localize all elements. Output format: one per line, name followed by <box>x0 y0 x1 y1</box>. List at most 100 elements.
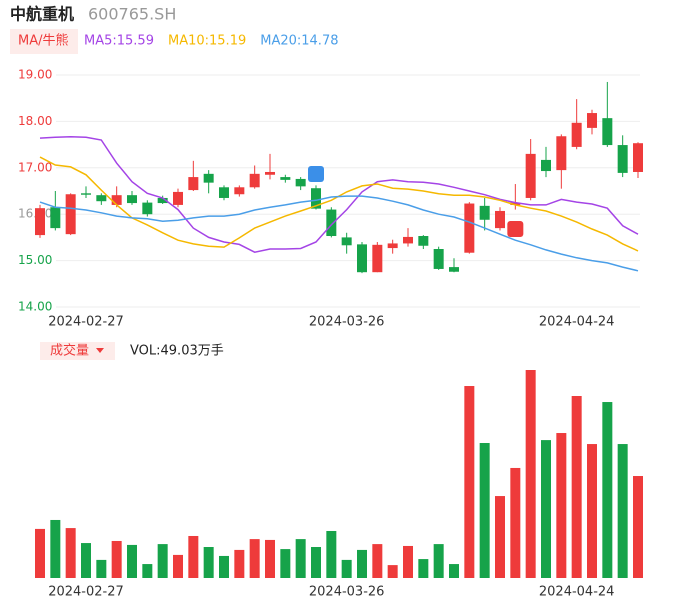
x-tick-label: 2024-03-26 <box>309 315 385 330</box>
volume-bar <box>556 433 567 578</box>
volume-bar <box>495 496 505 578</box>
candle-body <box>265 171 275 175</box>
volume-bar <box>157 544 168 578</box>
candle-body <box>571 122 582 147</box>
candle-body <box>341 237 352 246</box>
legend-entry: MA5:15.59 <box>84 34 154 49</box>
candle-body <box>311 188 321 209</box>
candle-body <box>219 187 229 198</box>
candle-body <box>157 197 168 204</box>
candle-body <box>249 173 260 188</box>
x-tick-label: 2024-02-27 <box>48 315 124 330</box>
candle-body <box>81 193 91 195</box>
candle-body <box>556 136 567 171</box>
volume-bar <box>602 402 613 578</box>
candle-body <box>418 236 429 246</box>
volume-bar <box>633 476 643 578</box>
candle-body <box>525 153 536 198</box>
y-tick-label: 14.00 <box>18 300 52 314</box>
candle-body <box>203 173 214 183</box>
volume-bar <box>295 539 306 578</box>
volume-bar <box>357 549 367 578</box>
volume-bar <box>188 535 199 578</box>
volume-bar <box>203 547 214 578</box>
candle-body <box>295 178 306 187</box>
stock-name: 中航重机 <box>10 5 74 24</box>
volume-bar <box>219 555 229 578</box>
volume-bar <box>173 554 183 578</box>
volume-bar <box>510 467 521 578</box>
candle-body <box>326 209 337 237</box>
candle-body <box>111 195 122 205</box>
legend-entry: MA10:15.19 <box>168 34 246 49</box>
legend-badge[interactable] <box>10 29 78 54</box>
volume-title[interactable]: 成交量 <box>50 343 89 359</box>
ma-line <box>39 135 639 253</box>
candle-body <box>587 113 597 128</box>
volume-bar <box>311 547 321 578</box>
volume-bar <box>525 370 536 578</box>
signal-icon <box>507 221 524 237</box>
ma-line <box>39 195 639 272</box>
candle-body <box>464 203 475 253</box>
legend-title[interactable]: MA/牛熊 <box>18 33 69 49</box>
volume-bar <box>234 549 245 578</box>
volume-bar <box>617 444 628 578</box>
volume-bar <box>127 544 137 578</box>
volume-bar <box>65 528 76 578</box>
volume-bar <box>50 519 61 578</box>
volume-bar <box>418 559 429 578</box>
volume-bar <box>387 565 398 578</box>
volume-bar <box>249 539 260 578</box>
candle-body <box>35 208 45 236</box>
volume-bar <box>464 386 475 578</box>
volume-badge[interactable] <box>40 342 115 360</box>
y-tick-label: 17.00 <box>18 160 52 174</box>
volume-bar <box>142 564 153 578</box>
candle-body <box>65 194 76 235</box>
candle-body <box>234 187 245 195</box>
candle-body <box>50 207 61 229</box>
candle-body <box>387 243 398 249</box>
volume-bar <box>265 539 275 578</box>
y-tick-label: 15.00 <box>18 253 52 267</box>
x-tick-label: 2024-04-24 <box>539 585 615 600</box>
candle-body <box>96 195 107 202</box>
volume-bar <box>449 564 459 578</box>
candle-body <box>372 244 383 273</box>
volume-bar <box>571 396 582 578</box>
volume-bar <box>326 530 337 578</box>
candle-body <box>127 195 137 204</box>
candle-body <box>449 267 459 272</box>
volume-bar <box>479 443 490 578</box>
volume-bar <box>372 544 383 578</box>
volume-bar <box>111 540 122 578</box>
volume-bar <box>280 549 291 578</box>
stock-code: 600765.SH <box>88 5 176 24</box>
candle-body <box>479 205 490 220</box>
candle-body <box>541 159 551 172</box>
signal-icon <box>308 166 324 182</box>
volume-bar <box>81 543 91 578</box>
y-tick-label: 18.00 <box>18 114 52 128</box>
x-tick-label: 2024-02-27 <box>48 585 124 600</box>
legend-entry: MA20:14.78 <box>260 34 338 49</box>
volume-bar <box>541 440 551 578</box>
candle-body <box>633 143 643 172</box>
candle-body <box>403 236 413 244</box>
candle-body <box>173 191 183 205</box>
candle-body <box>617 145 628 173</box>
dropdown-arrow[interactable] <box>96 348 104 353</box>
candle-body <box>602 118 613 146</box>
volume-bar <box>35 528 45 578</box>
candle-body <box>357 244 367 273</box>
candle-body <box>495 210 505 229</box>
x-tick-label: 2024-03-26 <box>309 585 385 600</box>
y-tick-label: 19.00 <box>18 68 52 82</box>
candle-body <box>280 177 291 180</box>
candle-body <box>433 249 444 269</box>
volume-bar <box>96 559 107 578</box>
candle-body <box>142 202 153 215</box>
volume-bar <box>403 545 413 578</box>
candle-body <box>188 177 199 191</box>
